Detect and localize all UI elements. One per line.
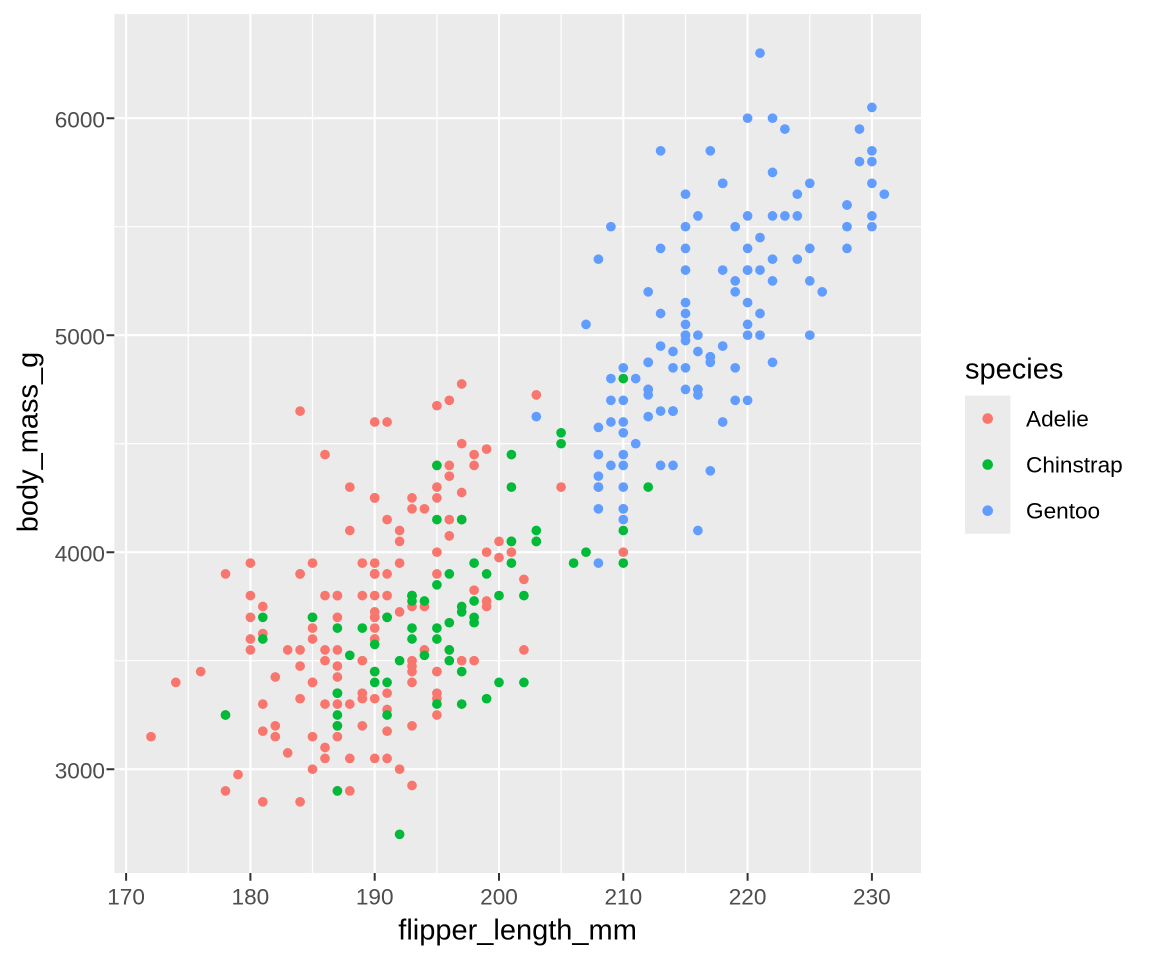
svg-text:210: 210 [604,885,642,910]
svg-text:Adelie: Adelie [1026,407,1089,432]
svg-text:220: 220 [729,885,767,910]
svg-text:230: 230 [853,885,891,910]
svg-text:body_mass_g: body_mass_g [13,352,45,533]
svg-text:5000: 5000 [55,325,105,350]
svg-text:200: 200 [480,885,518,910]
svg-text:170: 170 [107,885,145,910]
svg-text:4000: 4000 [55,542,105,567]
svg-text:3000: 3000 [55,759,105,784]
svg-text:flipper_length_mm: flipper_length_mm [398,915,637,947]
svg-text:6000: 6000 [55,108,105,133]
svg-text:190: 190 [356,885,394,910]
svg-text:species: species [965,354,1063,386]
svg-text:Chinstrap: Chinstrap [1026,453,1123,478]
svg-text:180: 180 [232,885,270,910]
svg-text:Gentoo: Gentoo [1026,499,1100,524]
